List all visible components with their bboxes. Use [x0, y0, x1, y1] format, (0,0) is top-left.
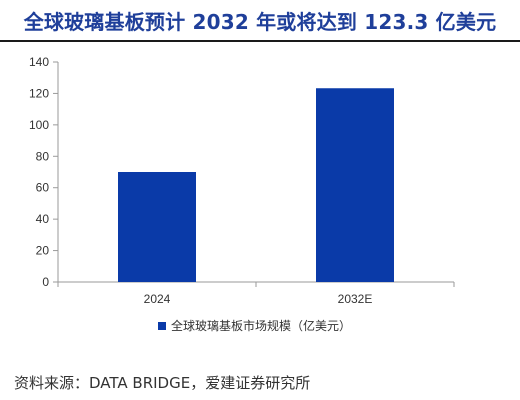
- legend-label: 全球玻璃基板市场规模（亿美元）: [171, 318, 351, 333]
- bar-2024: [118, 172, 196, 282]
- bar-chart: 0 20 40 60 80 100 120 140 2024 2032E 全球玻璃基板市场规模（亿美…: [29, 55, 455, 333]
- x-tick-label: 2024: [144, 292, 171, 306]
- y-tick-label: 100: [29, 118, 49, 132]
- bar-2032E: [316, 88, 394, 282]
- y-tick-label: 140: [29, 55, 49, 69]
- y-tick-label: 0: [42, 275, 49, 289]
- y-tick-label: 20: [36, 244, 50, 258]
- chart-area: 0 20 40 60 80 100 120 140 2024 2032E 全球玻璃基板市场规模（亿美…: [0, 52, 520, 352]
- y-tick-label: 120: [29, 86, 49, 100]
- y-tick-label: 80: [36, 149, 50, 163]
- y-tick-label: 40: [36, 212, 50, 226]
- source-note: 资料来源：DATA BRIDGE，爱建证券研究所: [14, 374, 311, 392]
- legend: 全球玻璃基板市场规模（亿美元）: [158, 318, 351, 333]
- title-divider: [0, 40, 520, 42]
- x-tick-label: 2032E: [338, 292, 373, 306]
- chart-title: 全球玻璃基板预计 2032 年或将达到 123.3 亿美元: [23, 10, 497, 34]
- legend-swatch: [158, 322, 166, 330]
- y-tick-label: 60: [36, 181, 50, 195]
